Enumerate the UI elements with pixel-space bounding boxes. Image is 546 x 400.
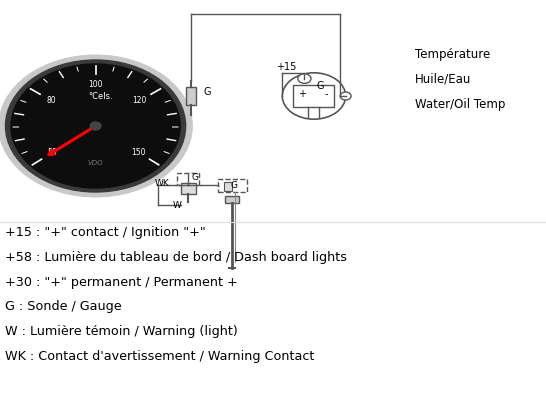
Text: Température: Température [415, 48, 490, 61]
Text: +15 : "+" contact / Ignition "+": +15 : "+" contact / Ignition "+" [5, 226, 206, 239]
Circle shape [298, 74, 311, 84]
FancyBboxPatch shape [294, 85, 334, 107]
Text: 120: 120 [133, 96, 147, 105]
Circle shape [90, 122, 101, 130]
Text: +30 : "+" permanent / Permanent +: +30 : "+" permanent / Permanent + [5, 276, 238, 289]
Circle shape [11, 64, 180, 188]
FancyBboxPatch shape [186, 87, 196, 105]
Text: WK : Contact d'avertissement / Warning Contact: WK : Contact d'avertissement / Warning C… [5, 350, 315, 363]
Text: WK: WK [155, 180, 170, 188]
Text: VDO: VDO [88, 160, 103, 166]
Text: +15: +15 [276, 62, 296, 72]
Text: +58 : Lumière du tableau de bord / Dash board lights: +58 : Lumière du tableau de bord / Dash … [5, 251, 347, 264]
Text: G: G [191, 173, 198, 182]
Circle shape [340, 92, 351, 100]
Text: G : Sonde / Gauge: G : Sonde / Gauge [5, 300, 122, 314]
FancyBboxPatch shape [225, 196, 239, 203]
Text: G: G [230, 181, 237, 190]
Text: Water/Oil Temp: Water/Oil Temp [415, 98, 506, 111]
Text: W : Lumière témoin / Warning (light): W : Lumière témoin / Warning (light) [5, 325, 238, 338]
Text: 50: 50 [48, 148, 57, 157]
Text: 150: 150 [132, 148, 146, 157]
Text: G: G [317, 81, 324, 91]
Text: G: G [203, 87, 211, 97]
Text: 100: 100 [88, 80, 103, 89]
Text: 80: 80 [46, 96, 56, 105]
Text: -: - [324, 89, 328, 99]
Text: Huile/Eau: Huile/Eau [415, 73, 471, 86]
Text: +: + [298, 89, 306, 99]
Circle shape [5, 60, 186, 192]
Text: °Cels.: °Cels. [88, 92, 114, 101]
Circle shape [282, 73, 346, 119]
FancyBboxPatch shape [181, 183, 196, 194]
FancyBboxPatch shape [224, 182, 232, 191]
Text: W: W [173, 202, 182, 210]
Circle shape [0, 55, 192, 197]
